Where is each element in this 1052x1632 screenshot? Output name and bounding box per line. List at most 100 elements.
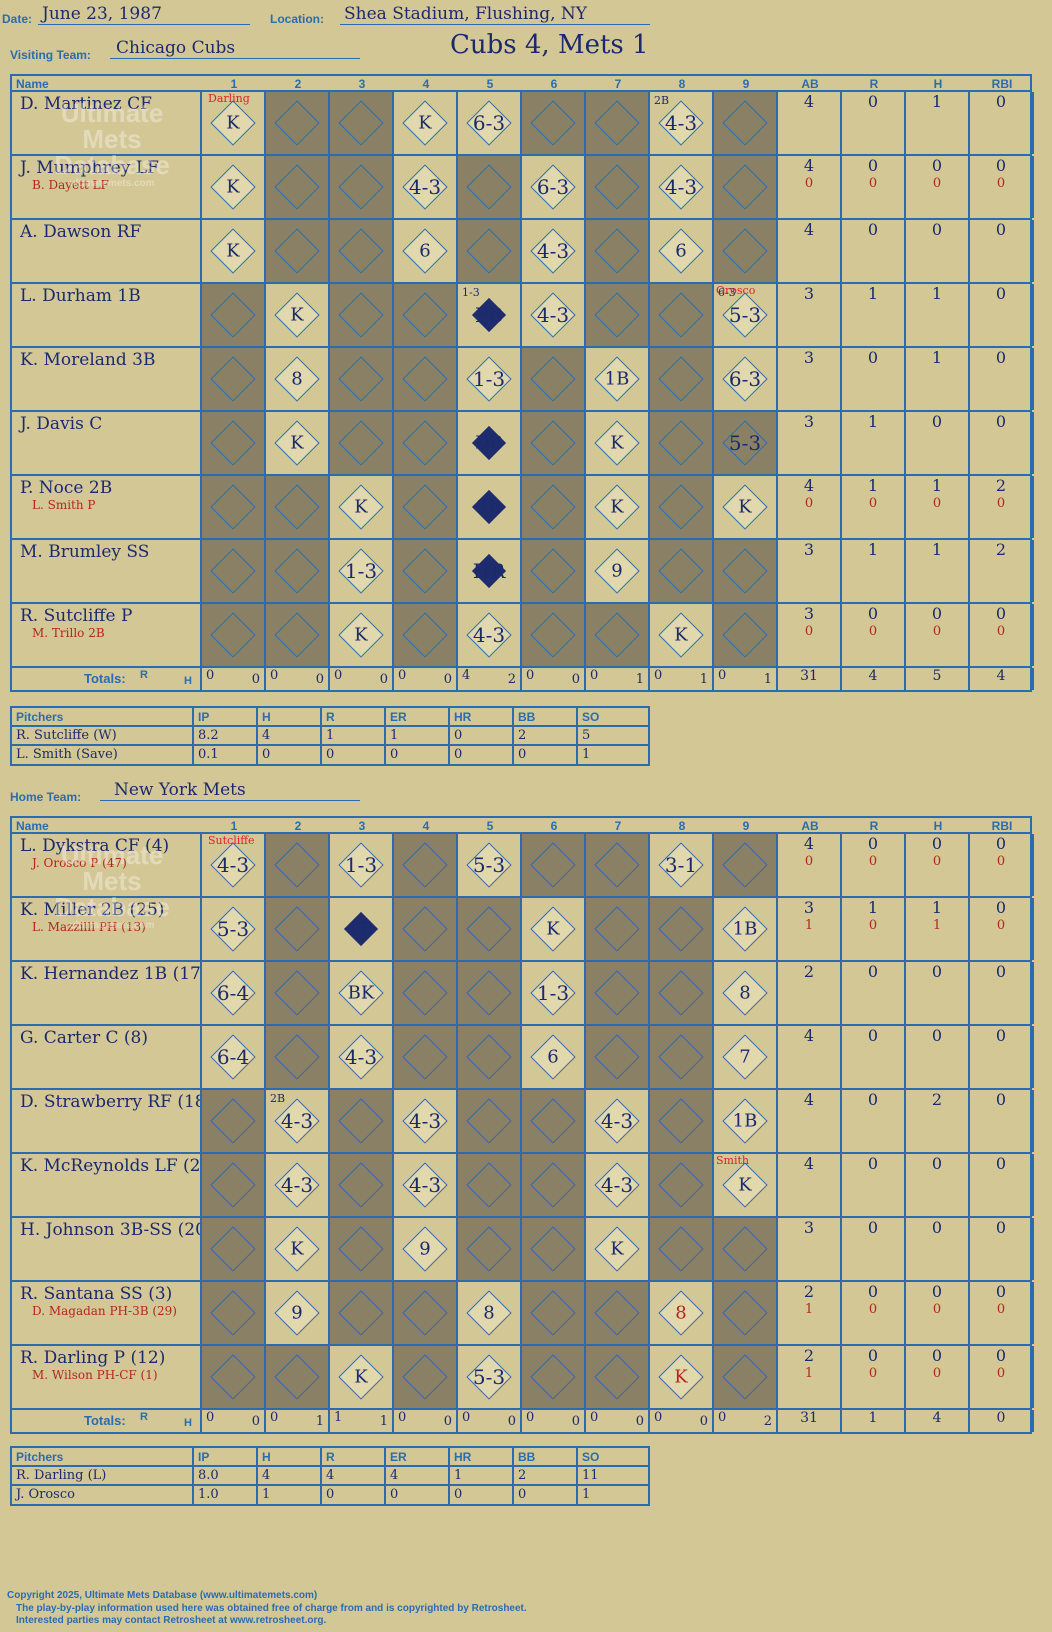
stat-cell: 0 xyxy=(906,220,970,282)
inning-cell: 1B xyxy=(586,348,650,410)
batter-stat: 0 xyxy=(931,962,943,981)
substitute-name: M. Trillo 2B xyxy=(32,626,105,640)
inning-runs: 0 xyxy=(654,668,663,683)
play-result: K xyxy=(226,176,240,198)
pitcher-stat: 4 xyxy=(386,1467,450,1484)
batter-name: K. Miller 2B (25) xyxy=(20,900,165,920)
base-diamond xyxy=(722,1290,768,1336)
play-result: 6-3 xyxy=(536,175,570,199)
inning-cell: 4-3 xyxy=(394,1090,458,1152)
stat-cell: 4 xyxy=(778,92,842,154)
play-result: 4-3 xyxy=(280,1173,314,1197)
inning-hits: 0 xyxy=(507,1414,516,1429)
pitcher-stat: 1 xyxy=(582,747,591,762)
batter-name-cell: K. Moreland 3B xyxy=(12,348,202,410)
pitcher-stat: 4 xyxy=(322,1467,386,1484)
base-diamond xyxy=(658,906,704,952)
inning-cell xyxy=(650,1026,714,1088)
visitors-pitchers-table: Pitchers IP H R ER HR BB SO R. Sutcliffe (W) 8.2 4… xyxy=(10,706,650,766)
batter-name: R. Sutcliffe P xyxy=(20,606,133,626)
stat-cell: 3 xyxy=(778,1218,842,1280)
inning-hits: 2 xyxy=(763,1414,772,1429)
inning-hits: 1 xyxy=(379,1414,388,1429)
totals-row: Totals: R H 0 0 0 0 0 0 0 0 4 2 0 0 0 1 0 1 0 1 31 4 5 4 xyxy=(12,668,1034,690)
inning-cell xyxy=(714,1282,778,1344)
base-diamond xyxy=(594,1034,640,1080)
stat-total: 5 xyxy=(932,668,942,684)
pitcher-col-header: ER xyxy=(386,1448,450,1465)
inning-hits: 0 xyxy=(635,1414,644,1429)
play-result: 9 xyxy=(611,560,623,582)
pitcher-col-header: R xyxy=(322,1448,386,1465)
stat-cell: 0 xyxy=(970,1154,1034,1216)
inning-cell xyxy=(202,284,266,346)
base-diamond xyxy=(274,228,320,274)
batter-stat: 0 xyxy=(931,412,943,431)
totals-h-label: H xyxy=(184,675,192,687)
substitute-stat: 0 xyxy=(804,854,814,869)
substitute-stat: 0 xyxy=(868,1302,878,1317)
inning-cell: 4-3 xyxy=(458,604,522,666)
inning-runs: 1 xyxy=(334,1410,343,1425)
base-diamond xyxy=(594,164,640,210)
inning-cell xyxy=(394,284,458,346)
inning-cell xyxy=(458,1090,522,1152)
base-diamond xyxy=(274,612,320,658)
stat-cell: 0 xyxy=(842,92,906,154)
footer-contact: Interested parties may contact Retroshee… xyxy=(16,1615,327,1626)
inning-cell xyxy=(650,1154,714,1216)
pitcher-col-header: H xyxy=(258,1448,322,1465)
batter-name-cell: J. Davis C xyxy=(12,412,202,474)
batter-stat: 0 xyxy=(995,156,1007,175)
base-diamond xyxy=(210,1098,256,1144)
pitcher-stat: L. Smith (Save) xyxy=(12,746,194,765)
play-result: 6 xyxy=(419,240,431,262)
visiting-team-name: Chicago Cubs xyxy=(116,38,236,58)
totals-label-cell: Totals: R H xyxy=(12,668,202,690)
batter-stat: 0 xyxy=(995,604,1007,623)
base-diamond xyxy=(658,356,704,402)
date-label: Date: xyxy=(2,12,33,26)
batter-stat: 0 xyxy=(867,348,879,367)
batter-name: M. Brumley SS xyxy=(20,542,150,562)
pitcher-stat: 0 xyxy=(322,746,386,765)
base-diamond xyxy=(402,612,448,658)
inning-cell xyxy=(330,1282,394,1344)
base-diamond xyxy=(722,100,768,146)
inning-cell: K xyxy=(522,898,586,960)
base-diamond xyxy=(658,1226,704,1272)
base-diamond xyxy=(338,1098,384,1144)
pitcher-row: L. Smith (Save) 0.1 0 0 0 0 0 1 xyxy=(12,746,648,765)
base-diamond xyxy=(594,100,640,146)
substitute-name: B. Dayett LF xyxy=(32,178,109,192)
base-diamond xyxy=(530,1290,576,1336)
play-result: 1B xyxy=(732,1110,758,1132)
inning-cell xyxy=(586,92,650,154)
stat-total: 4 xyxy=(996,668,1006,684)
base-diamond xyxy=(466,228,512,274)
batter-name: L. Dykstra CF (4) xyxy=(20,836,170,856)
inning-cell xyxy=(394,348,458,410)
batter-stat: 0 xyxy=(995,1026,1007,1045)
col-header-name: Name xyxy=(16,819,49,833)
stat-total: 31 xyxy=(800,668,818,684)
pitcher-stat: 0 xyxy=(514,1486,578,1505)
batter-stat: 3 xyxy=(803,412,815,431)
play-result: 8 xyxy=(675,1302,687,1324)
base-diamond xyxy=(530,484,576,530)
inning-cell: 6 xyxy=(522,1026,586,1088)
stat-cell: 0 xyxy=(970,92,1034,154)
base-diamond xyxy=(594,1354,640,1400)
stat-cell: 4 xyxy=(778,1090,842,1152)
base-diamond xyxy=(402,548,448,594)
inning-cell xyxy=(394,604,458,666)
pitcher-row: R. Darling (L) 8.0 4 4 4 1 2 11 xyxy=(12,1467,648,1486)
stat-cell: 0 xyxy=(970,962,1034,1024)
inning-cell: K xyxy=(202,220,266,282)
batter-name-cell: D. Strawberry RF (18) xyxy=(12,1090,202,1152)
col-header-inning: 4 xyxy=(422,77,430,91)
inning-cell xyxy=(650,284,714,346)
header-divider xyxy=(12,832,1030,834)
